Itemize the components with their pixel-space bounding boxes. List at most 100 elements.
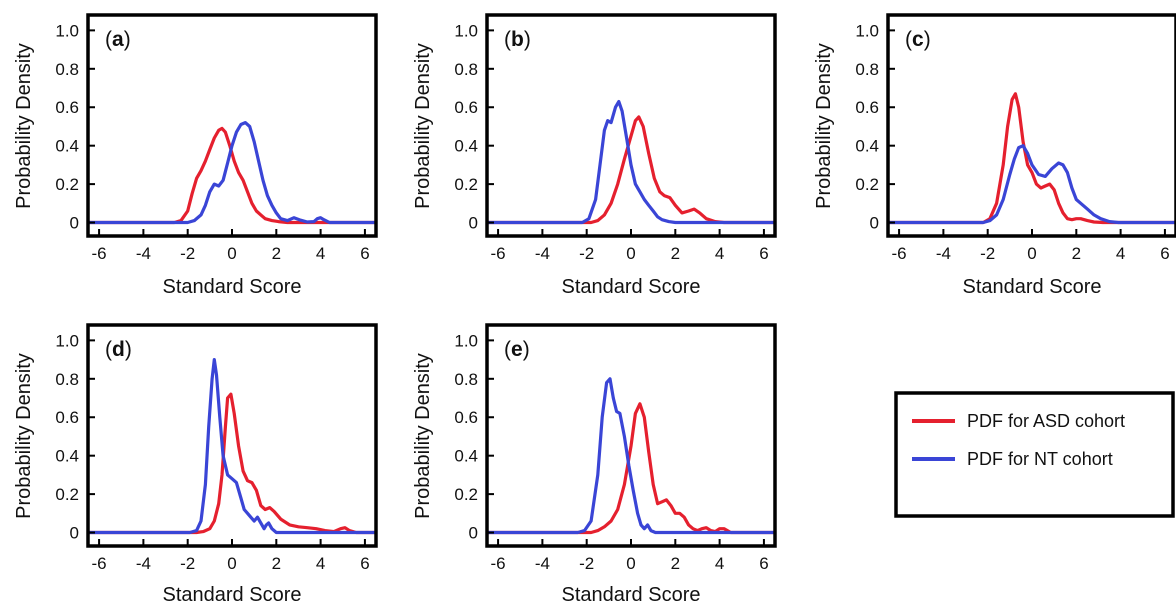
x-tick-label: -2: [579, 244, 594, 263]
x-tick-label: 0: [626, 244, 635, 263]
y-tick-label: 1.0: [55, 331, 79, 350]
series-line-asd: [487, 115, 775, 225]
y-tick-label: 0.2: [55, 175, 79, 194]
panel-b: (b) Standard Score Probability Density -…: [412, 13, 777, 298]
y-tick-label: 0: [70, 214, 79, 233]
x-tick-label: 4: [715, 554, 724, 573]
legend: PDF for ASD cohort PDF for NT cohort: [894, 391, 1175, 518]
x-tick-label: 2: [272, 244, 281, 263]
x-tick-label: -4: [136, 554, 151, 573]
y-tick-label: 0.2: [55, 485, 79, 504]
y-tick-label: 1.0: [55, 21, 79, 40]
x-axis-label: Standard Score: [163, 276, 302, 298]
series-group: [888, 92, 1176, 225]
x-tick-label: -4: [535, 244, 550, 263]
plot-frame: [86, 13, 378, 238]
y-tick-label: 0: [70, 524, 79, 543]
legend-label-asd: PDF for ASD cohort: [967, 411, 1125, 431]
y-tick-label: 0.6: [454, 408, 478, 427]
y-tick-label: 1.0: [454, 21, 478, 40]
y-tick-label: 1.0: [454, 331, 478, 350]
y-tick-label: 0.4: [454, 447, 478, 466]
series-line-nt: [88, 358, 376, 535]
panel-label: (c): [905, 28, 931, 51]
series-group: [487, 99, 775, 225]
series-line-nt: [88, 121, 376, 225]
series-line-asd: [88, 126, 376, 225]
x-tick-label: -6: [491, 554, 506, 573]
x-tick-label: 0: [1027, 244, 1036, 263]
y-tick-label: 0.2: [454, 175, 478, 194]
x-tick-label: -2: [180, 554, 195, 573]
series-line-nt: [487, 99, 775, 225]
y-axis-label: Probability Density: [13, 43, 35, 209]
x-tick-label: -6: [892, 244, 907, 263]
y-tick-label: 0.8: [454, 370, 478, 389]
panel-label: (e): [504, 338, 530, 361]
y-tick-label: 0.4: [855, 137, 879, 156]
y-tick-label: 0: [469, 214, 478, 233]
y-tick-label: 0.8: [55, 370, 79, 389]
series-line-asd: [88, 392, 376, 535]
x-tick-label: -4: [535, 554, 550, 573]
x-tick-label: -6: [92, 244, 107, 263]
x-axis-label: Standard Score: [963, 276, 1102, 298]
legend-label-nt: PDF for NT cohort: [967, 449, 1113, 469]
y-axis-label: Probability Density: [412, 43, 434, 209]
series-line-nt: [888, 144, 1176, 225]
x-tick-label: 0: [626, 554, 635, 573]
x-tick-label: 4: [316, 244, 325, 263]
x-tick-label: -4: [136, 244, 151, 263]
x-tick-label: 2: [1072, 244, 1081, 263]
y-tick-label: 0.6: [855, 98, 879, 117]
x-tick-label: 6: [360, 244, 369, 263]
panel-a: (a) Standard Score Probability Density -…: [13, 13, 378, 298]
y-tick-label: 0.8: [55, 60, 79, 79]
x-tick-label: -6: [92, 554, 107, 573]
x-tick-label: 0: [227, 554, 236, 573]
y-tick-label: 0: [469, 524, 478, 543]
x-tick-label: 6: [759, 244, 768, 263]
x-tick-label: -6: [491, 244, 506, 263]
x-tick-label: -2: [180, 244, 195, 263]
y-tick-label: 0: [870, 214, 879, 233]
x-axis-label: Standard Score: [562, 276, 701, 298]
panel-label: (a): [105, 28, 131, 51]
x-tick-label: -4: [936, 244, 951, 263]
y-tick-label: 0.6: [55, 408, 79, 427]
x-tick-label: 6: [759, 554, 768, 573]
y-tick-label: 0.4: [454, 137, 478, 156]
plot-frame: [886, 13, 1176, 238]
panel-d: (d) Standard Score Probability Density -…: [13, 323, 378, 606]
panel-c: (c) Standard Score Probability Density -…: [813, 13, 1176, 298]
panel-label: (b): [504, 28, 531, 51]
x-tick-label: 4: [715, 244, 724, 263]
x-axis-label: Standard Score: [163, 584, 302, 606]
y-tick-label: 0.2: [454, 485, 478, 504]
x-tick-label: 2: [272, 554, 281, 573]
y-axis-label: Probability Density: [412, 353, 434, 519]
panel-label: (d): [105, 338, 132, 361]
y-tick-label: 0.4: [55, 137, 79, 156]
x-axis-label: Standard Score: [562, 584, 701, 606]
series-group: [88, 121, 376, 225]
y-tick-label: 0.4: [55, 447, 79, 466]
series-line-nt: [487, 377, 775, 535]
y-axis-label: Probability Density: [813, 43, 835, 209]
x-tick-label: -2: [579, 554, 594, 573]
y-axis-label: Probability Density: [13, 353, 35, 519]
series-line-asd: [888, 92, 1176, 225]
x-tick-label: 4: [316, 554, 325, 573]
x-tick-label: 0: [227, 244, 236, 263]
series-group: [487, 377, 775, 535]
x-tick-label: -2: [980, 244, 995, 263]
x-tick-label: 6: [360, 554, 369, 573]
y-tick-label: 0.2: [855, 175, 879, 194]
legend-box: [894, 391, 1175, 518]
series-group: [88, 358, 376, 535]
y-tick-label: 1.0: [855, 21, 879, 40]
y-tick-label: 0.8: [855, 60, 879, 79]
series-line-asd: [487, 402, 775, 535]
x-tick-label: 2: [671, 244, 680, 263]
